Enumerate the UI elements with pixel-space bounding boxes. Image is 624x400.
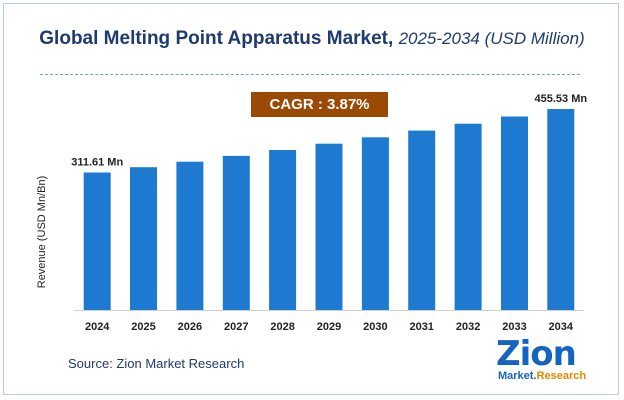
chart-title-main: Global Melting Point Apparatus Market, (39, 28, 394, 49)
bar-2031 (408, 130, 436, 310)
bar-2026 (176, 161, 204, 310)
zion-logo: Zion Market.Research (496, 334, 586, 384)
x-tick-2027: 2027 (224, 321, 248, 333)
x-tick-2026: 2026 (178, 321, 202, 333)
x-tick-2033: 2033 (502, 321, 526, 333)
x-tick-2031: 2031 (409, 321, 433, 333)
chart-title-sub: 2025-2034 (USD Million) (398, 29, 585, 48)
bar-2034 (547, 109, 575, 310)
chart-title: Global Melting Point Apparatus Market, 2… (0, 28, 624, 50)
bar-2030 (361, 137, 389, 310)
bar-2033 (501, 116, 528, 310)
bar-2024 (83, 172, 111, 310)
title-divider (40, 74, 580, 75)
x-tick-2032: 2032 (456, 321, 480, 333)
x-tick-2024: 2024 (85, 321, 110, 333)
x-tick-2030: 2030 (363, 321, 387, 333)
cagr-badge: CAGR : 3.87% (251, 92, 388, 117)
bar-2032 (454, 123, 482, 310)
source-note: Source: Zion Market Research (68, 356, 245, 371)
logo-tagline: Market.Research (498, 370, 586, 382)
x-tick-2029: 2029 (317, 321, 341, 333)
data-label-2024: 311.61 Mn (71, 157, 123, 169)
x-tick-2028: 2028 (270, 321, 294, 333)
bar-2025 (130, 167, 157, 310)
data-label-2034: 455.53 Mn (535, 93, 588, 105)
logo-wordmark: Zion (496, 334, 577, 374)
logo-research: Research (536, 370, 587, 382)
bar-2027 (222, 155, 250, 310)
bar-2028 (269, 150, 297, 310)
x-tick-2034: 2034 (549, 321, 574, 333)
x-tick-2025: 2025 (131, 321, 155, 333)
logo-market: Market. (498, 370, 537, 382)
bar-2029 (315, 143, 343, 310)
